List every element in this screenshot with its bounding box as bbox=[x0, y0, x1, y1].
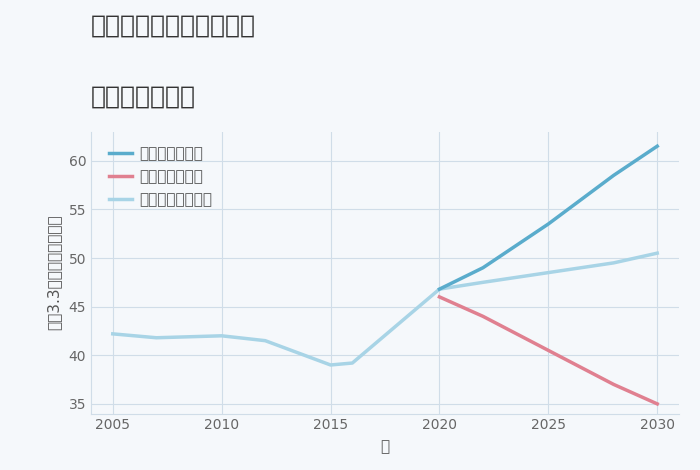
Text: 土地の価格推移: 土地の価格推移 bbox=[91, 85, 196, 109]
バッドシナリオ bbox=[479, 313, 487, 319]
ノーマルシナリオ bbox=[152, 335, 160, 341]
ノーマルシナリオ bbox=[610, 260, 618, 266]
Y-axis label: 平（3.3㎡）単価（万円）: 平（3.3㎡）単価（万円） bbox=[47, 215, 62, 330]
ノーマルシナリオ bbox=[435, 286, 444, 292]
バッドシナリオ bbox=[610, 382, 618, 387]
ノーマルシナリオ bbox=[326, 362, 335, 368]
ノーマルシナリオ bbox=[479, 280, 487, 285]
ノーマルシナリオ bbox=[653, 251, 662, 256]
グッドシナリオ bbox=[435, 286, 444, 292]
ノーマルシナリオ bbox=[348, 360, 356, 366]
グッドシナリオ bbox=[479, 265, 487, 271]
バッドシナリオ bbox=[653, 401, 662, 407]
ノーマルシナリオ bbox=[261, 338, 270, 344]
Line: グッドシナリオ: グッドシナリオ bbox=[440, 146, 657, 289]
Line: ノーマルシナリオ: ノーマルシナリオ bbox=[113, 253, 657, 365]
Legend: グッドシナリオ, バッドシナリオ, ノーマルシナリオ: グッドシナリオ, バッドシナリオ, ノーマルシナリオ bbox=[104, 142, 217, 212]
グッドシナリオ bbox=[610, 172, 618, 178]
バッドシナリオ bbox=[435, 294, 444, 300]
グッドシナリオ bbox=[544, 221, 552, 227]
ノーマルシナリオ bbox=[544, 270, 552, 275]
ノーマルシナリオ bbox=[108, 331, 117, 337]
ノーマルシナリオ bbox=[218, 333, 226, 338]
グッドシナリオ bbox=[653, 143, 662, 149]
X-axis label: 年: 年 bbox=[380, 439, 390, 454]
Line: バッドシナリオ: バッドシナリオ bbox=[440, 297, 657, 404]
バッドシナリオ bbox=[544, 348, 552, 353]
Text: 愛知県春日井市細木町の: 愛知県春日井市細木町の bbox=[91, 14, 256, 38]
